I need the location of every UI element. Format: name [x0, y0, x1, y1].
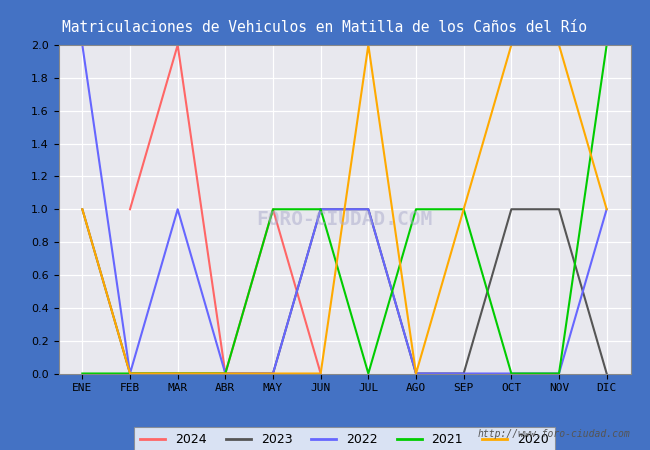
Legend: 2024, 2023, 2022, 2021, 2020: 2024, 2023, 2022, 2021, 2020	[134, 427, 555, 450]
Text: http://www.foro-ciudad.com: http://www.foro-ciudad.com	[478, 429, 630, 439]
Text: FORO-CIUDAD.COM: FORO-CIUDAD.COM	[256, 210, 433, 229]
Text: Matriculaciones de Vehiculos en Matilla de los Caños del Río: Matriculaciones de Vehiculos en Matilla …	[62, 20, 588, 35]
